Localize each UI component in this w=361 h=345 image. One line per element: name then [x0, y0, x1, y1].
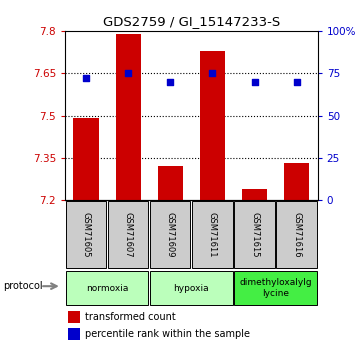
Bar: [73, 118, 99, 200]
Text: GSM71609: GSM71609: [166, 212, 175, 257]
Text: normoxia: normoxia: [86, 284, 128, 293]
FancyBboxPatch shape: [150, 201, 191, 268]
Point: [168, 79, 173, 85]
Text: GSM71615: GSM71615: [250, 212, 259, 257]
Bar: [116, 34, 141, 200]
FancyBboxPatch shape: [66, 201, 106, 268]
Bar: [242, 189, 267, 200]
FancyBboxPatch shape: [150, 271, 232, 305]
Point: [125, 71, 131, 76]
Point: [83, 76, 89, 81]
Text: GSM71607: GSM71607: [124, 212, 132, 257]
Point: [252, 79, 257, 85]
Title: GDS2759 / GI_15147233-S: GDS2759 / GI_15147233-S: [103, 16, 280, 29]
Bar: [68, 328, 80, 340]
FancyBboxPatch shape: [108, 201, 148, 268]
Text: protocol: protocol: [4, 281, 43, 291]
Point: [209, 71, 215, 76]
Bar: [284, 164, 309, 200]
Bar: [200, 51, 225, 200]
Text: GSM71605: GSM71605: [82, 212, 91, 257]
FancyBboxPatch shape: [192, 201, 232, 268]
FancyBboxPatch shape: [234, 271, 317, 305]
Text: percentile rank within the sample: percentile rank within the sample: [85, 329, 250, 339]
Bar: [68, 310, 80, 323]
Text: dimethyloxalylg
lycine: dimethyloxalylg lycine: [239, 278, 312, 298]
FancyBboxPatch shape: [277, 201, 317, 268]
Text: GSM71611: GSM71611: [208, 212, 217, 257]
Text: transformed count: transformed count: [85, 312, 176, 322]
Bar: [158, 166, 183, 200]
Point: [294, 79, 300, 85]
Text: GSM71616: GSM71616: [292, 212, 301, 257]
FancyBboxPatch shape: [234, 201, 275, 268]
Text: hypoxia: hypoxia: [174, 284, 209, 293]
FancyBboxPatch shape: [66, 271, 148, 305]
